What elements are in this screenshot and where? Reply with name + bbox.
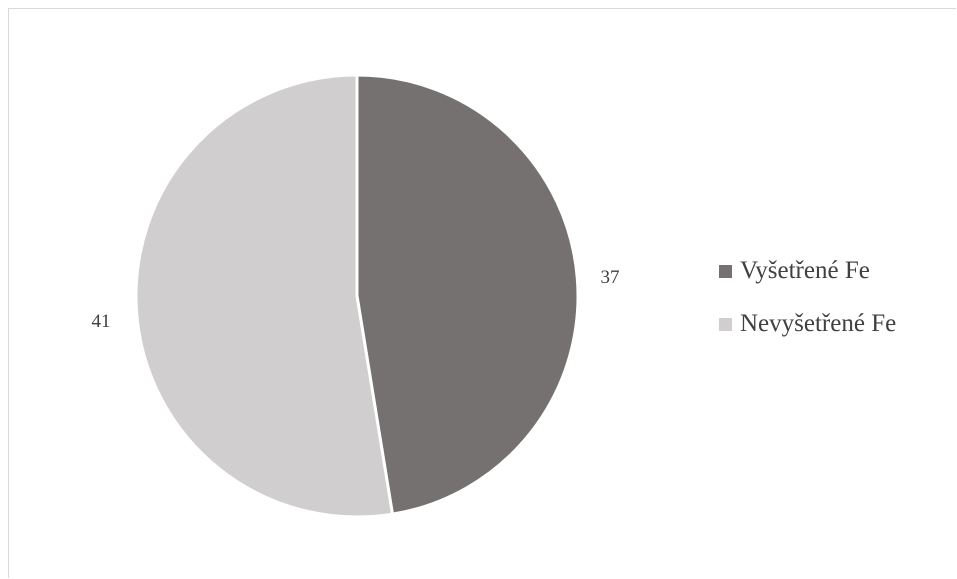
legend-item-vysetrene: Vyšetřené Fe xyxy=(719,254,954,288)
legend-swatch-nevysetrene xyxy=(719,317,732,331)
pie-slice-vysetrene xyxy=(355,73,580,516)
legend-label-vysetrene: Vyšetřené Fe xyxy=(740,257,870,284)
legend-label-nevysetrene: Nevyšetřené Fe xyxy=(740,310,897,337)
legend: Vyšetřené Fe Nevyšetřené Fe xyxy=(719,254,954,360)
legend-swatch-vysetrene xyxy=(719,264,732,278)
pie-slice-nevysetrene xyxy=(134,73,394,519)
legend-item-nevysetrene: Nevyšetřené Fe xyxy=(719,307,954,341)
data-label-nevysetrene: 41 xyxy=(92,311,111,332)
pie-slices xyxy=(134,73,580,519)
data-label-vysetrene: 37 xyxy=(601,267,620,288)
